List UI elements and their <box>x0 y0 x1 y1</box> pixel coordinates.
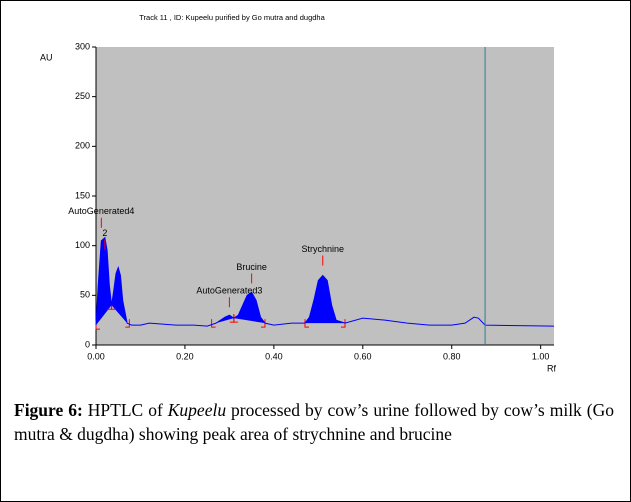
y-tick-label: 200 <box>75 141 90 151</box>
y-tick-label: 50 <box>80 290 90 300</box>
trace-line <box>95 236 555 327</box>
integration-bracket <box>260 319 266 328</box>
y-tick-label: 100 <box>75 240 90 250</box>
peak-area <box>233 292 265 324</box>
y-tick-label: 0 <box>85 339 90 349</box>
x-axis-label: Rf <box>547 363 556 373</box>
y-tick-label: 300 <box>75 41 90 51</box>
y-tick-label: 150 <box>75 190 90 200</box>
peak-area <box>304 275 346 324</box>
peak-label: AutoGenerated3 <box>196 286 262 296</box>
integration-bracket <box>304 319 309 328</box>
caption-italic: Kupeelu <box>167 400 227 420</box>
integration-bracket <box>233 314 238 323</box>
caption-text: processed by cow’s urine followed by cow… <box>14 400 614 444</box>
x-tick-label: 0.20 <box>176 351 194 361</box>
integration-bracket <box>125 319 130 328</box>
x-tick-label: 1.00 <box>532 351 550 361</box>
caption-text: HPTLC of <box>82 400 168 420</box>
peak-label: 2 <box>102 228 107 238</box>
integration-bracket <box>211 319 216 328</box>
x-tick-label: 0.00 <box>87 351 105 361</box>
y-tick-label: 250 <box>75 91 90 101</box>
chart-title: Track 11 , ID: Kupeelu purified by Go mu… <box>139 13 325 22</box>
peak-area <box>216 315 234 324</box>
x-tick-label: 0.80 <box>443 351 461 361</box>
y-axis-label: AU <box>40 52 53 62</box>
x-tick-label: 0.40 <box>265 351 283 361</box>
caption: Figure 6: HPTLC of Kupeelu processed by … <box>14 398 614 446</box>
peak-label: Brucine <box>236 262 267 272</box>
peak-label: AutoGenerated4 <box>68 206 134 216</box>
integration-bracket <box>341 319 346 328</box>
peak-label: Strychnine <box>302 244 345 254</box>
x-tick-label: 0.60 <box>354 351 372 361</box>
caption-label: Figure 6: <box>14 400 83 420</box>
